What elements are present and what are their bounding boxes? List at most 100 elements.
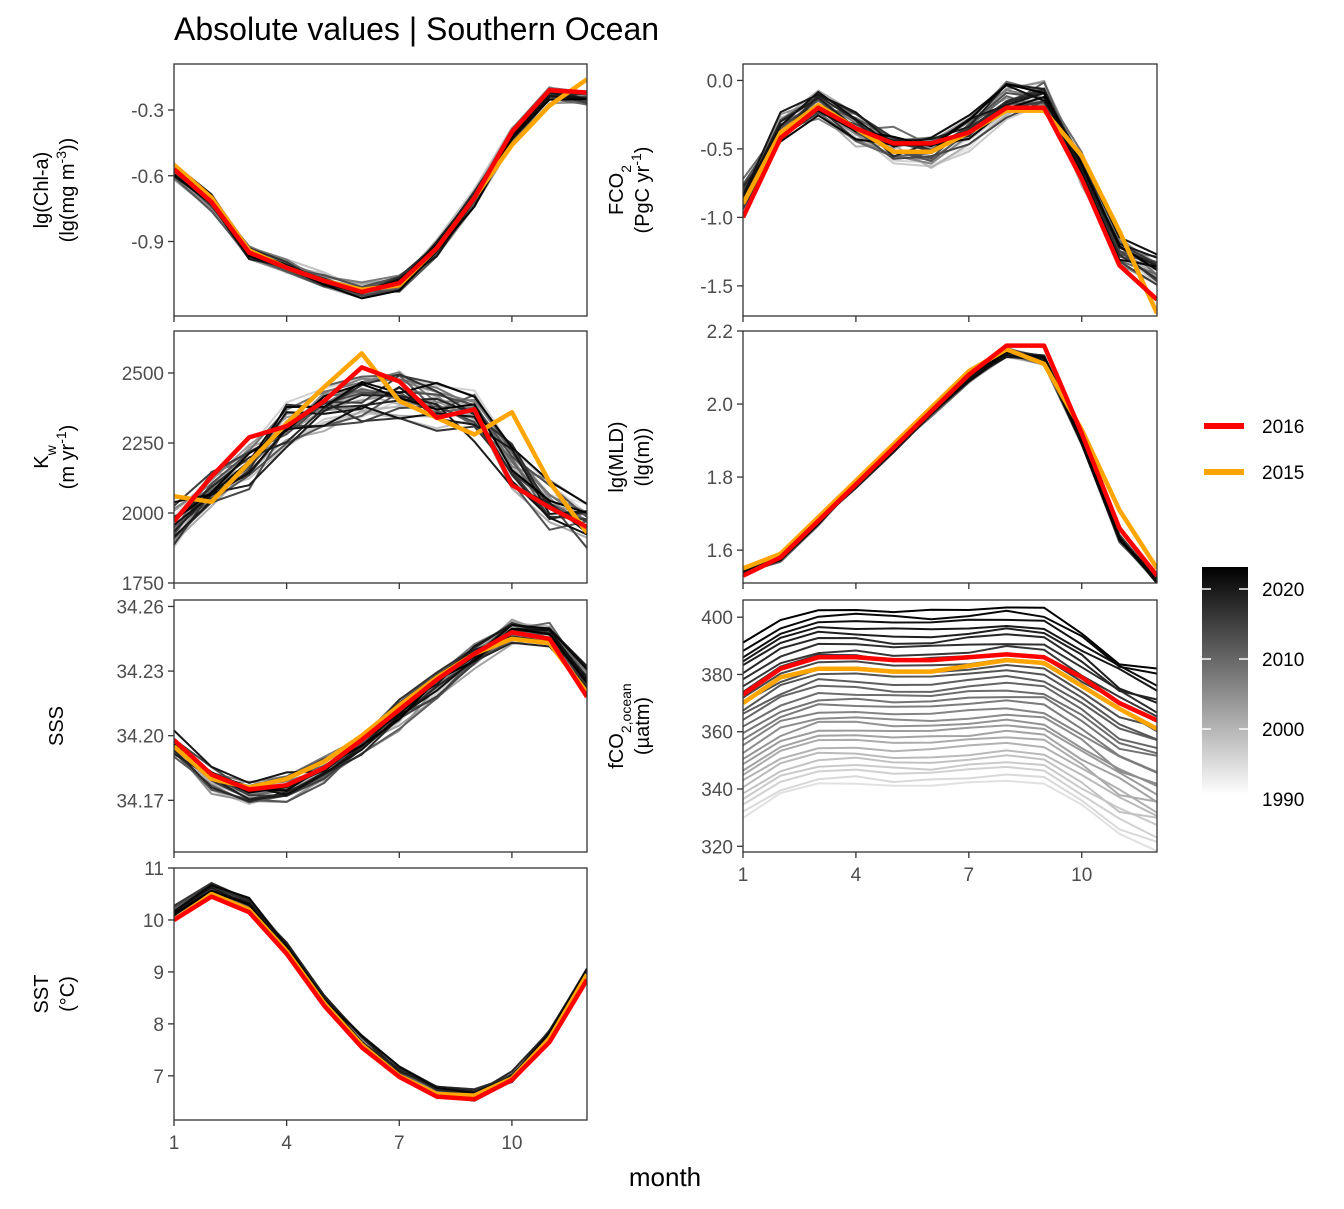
- x-tick-label: 4: [281, 1133, 292, 1154]
- y-tick-label: -0.9: [131, 232, 164, 253]
- y-tick-label: 10: [143, 911, 164, 932]
- colorbar-gradient: [1202, 567, 1248, 795]
- ensemble-line: [743, 674, 1157, 741]
- x-tick-label: 1: [169, 1133, 180, 1154]
- ensemble-line: [743, 627, 1157, 704]
- y-tick-label: 2.2: [707, 322, 733, 343]
- ensemble-line: [743, 681, 1157, 749]
- y-axis-label-sst: SST (°C): [31, 975, 79, 1014]
- ensemble-line: [174, 382, 587, 521]
- ensemble-line: [743, 765, 1157, 839]
- x-tick-label: 10: [1071, 865, 1092, 886]
- svg-text:(lg(mg m-3)): (lg(mg m-3)): [53, 138, 79, 243]
- ensemble-line: [743, 779, 1157, 852]
- svg-text:(lg(m)): (lg(m)): [632, 428, 654, 487]
- colorbar-ticks: [1202, 588, 1248, 730]
- panels: -0.9-0.6-0.3lg(Chl-a) (lg(mg m-3))-1.5-1.…: [31, 63, 1158, 1154]
- series-line-2016: [743, 652, 1157, 723]
- y-tick-label: 11: [144, 859, 164, 880]
- y-tick-label: 7: [153, 1067, 164, 1088]
- ensemble-line: [743, 699, 1157, 774]
- y-tick-label: 340: [701, 780, 733, 801]
- y-tick-label: 1.8: [707, 468, 733, 489]
- ensemble-line: [743, 773, 1157, 843]
- y-axis-label-fco2: FCO2(PgC yr-1): [606, 147, 654, 234]
- y-tick-label: 34.17: [116, 791, 164, 812]
- y-axis-label-fco2ocean: fCO2,ocean(µatm): [606, 683, 654, 768]
- y-axis-label-chl: lg(Chl-a) (lg(mg m-3)): [31, 138, 79, 243]
- y-tick-label: 2250: [122, 434, 164, 455]
- series-line-2016: [743, 105, 1157, 302]
- panel-border: [742, 63, 1158, 317]
- ensemble-line: [743, 718, 1157, 787]
- panel-mld: 1.6 1.8 2.0 2.2 lg(MLD) (lg(m)): [606, 322, 1158, 589]
- ensemble-line: [743, 606, 1157, 670]
- series-line-2015: [743, 347, 1157, 571]
- panel-border: [742, 330, 1158, 584]
- svg-text:FCO2: FCO2: [606, 165, 634, 215]
- series-line-2016: [174, 894, 587, 1102]
- series-line-2016: [743, 343, 1157, 578]
- x-tick-label: 1: [738, 865, 749, 886]
- ensemble-line: [743, 736, 1157, 803]
- ensemble-line: [743, 696, 1157, 757]
- colorbar-label-2000: 2000: [1262, 720, 1304, 741]
- series-line-2015: [174, 351, 587, 534]
- ensemble-line: [743, 724, 1157, 796]
- y-tick-label: -0.3: [131, 101, 164, 122]
- panel-fco2ocean: 320 340 360 380 400 1 4 7 10 fCO2,ocean(µatm): [606, 599, 1158, 886]
- colorbar: 2020 2010 2000 1990: [1202, 567, 1304, 811]
- legend-label-2015: 2015: [1262, 463, 1304, 484]
- legend: 2016 2015: [1204, 417, 1304, 484]
- ensemble-line: [743, 741, 1157, 814]
- svg-text:lg(MLD): lg(MLD): [606, 421, 628, 492]
- series-line-2016: [174, 630, 587, 792]
- y-axis-label-kw: Kw(m yr-1): [31, 425, 79, 490]
- y-tick-label: 8: [153, 1015, 164, 1036]
- ensemble-line: [743, 754, 1157, 819]
- x-axis-label: month: [629, 1162, 701, 1192]
- y-tick-label: -1.0: [700, 208, 733, 229]
- colorbar-label-1990: 1990: [1262, 790, 1304, 811]
- legend-label-2016: 2016: [1262, 417, 1304, 438]
- y-tick-label: 400: [701, 608, 733, 629]
- ensemble-line: [174, 882, 587, 1096]
- panel-border: [173, 867, 588, 1121]
- y-tick-label: 0.0: [707, 71, 733, 92]
- y-tick-label: 380: [701, 665, 733, 686]
- y-tick-label: 1750: [122, 574, 164, 595]
- ensemble-line: [743, 689, 1157, 755]
- y-axis-label-mld: lg(MLD) (lg(m)): [606, 421, 654, 492]
- panel-sss: 34.17 34.20 34.23 34.26 SSS: [46, 597, 588, 858]
- y-tick-label: 34.23: [116, 662, 164, 683]
- svg-text:fCO2,ocean: fCO2,ocean: [606, 683, 634, 768]
- y-tick-label: 2000: [122, 504, 164, 525]
- panel-background: [174, 64, 587, 316]
- y-tick-label: 34.20: [116, 727, 164, 748]
- ensemble-line: [743, 609, 1157, 675]
- x-tick-label: 10: [501, 1133, 522, 1154]
- panel-border: [742, 599, 1158, 853]
- panel-chl: -0.9 -0.6 -0.3 lg(Chl-a) (lg(mg m-3)): [31, 63, 588, 322]
- y-tick-label: 360: [701, 723, 733, 744]
- ensemble-line: [743, 729, 1157, 803]
- ensemble-line: [174, 405, 587, 549]
- y-tick-label: 1.6: [707, 541, 733, 562]
- y-tick-label: -0.5: [700, 140, 733, 161]
- svg-text:SST: SST: [31, 975, 53, 1014]
- panel-border: [173, 63, 588, 317]
- y-tick-label: 34.26: [116, 597, 164, 618]
- y-tick-label: 2.0: [707, 395, 733, 416]
- x-tick-label: 7: [964, 865, 975, 886]
- x-tick-label: 4: [851, 865, 862, 886]
- y-tick-label: 2500: [122, 364, 164, 385]
- ensemble-line: [743, 624, 1157, 692]
- ensemble-line: [743, 618, 1157, 687]
- panel-fco2: -1.5 -1.0 -0.5 0.0 FCO2(PgC yr-1): [606, 63, 1158, 322]
- ensemble-line: [174, 641, 587, 803]
- ensemble-lines: [743, 606, 1157, 852]
- panel-border: [173, 330, 588, 584]
- colorbar-label-2020: 2020: [1262, 580, 1304, 601]
